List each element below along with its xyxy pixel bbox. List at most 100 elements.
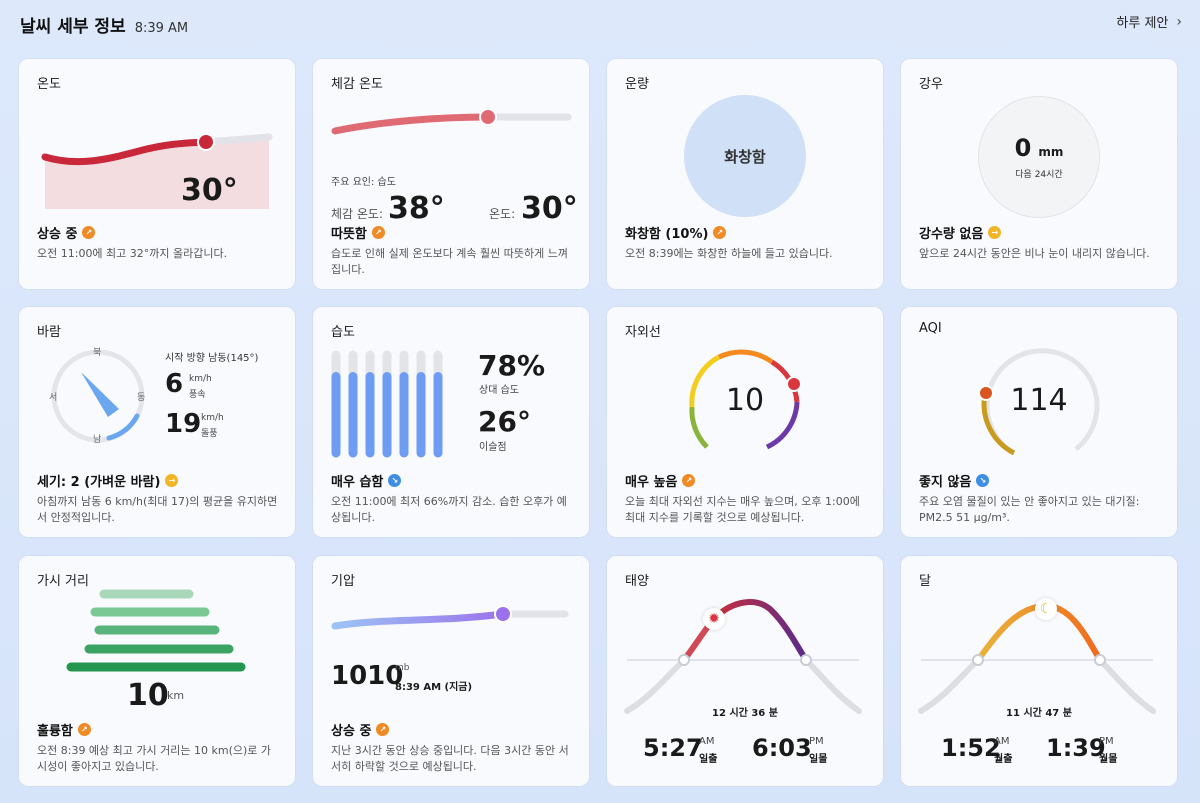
compass-speed-arc <box>106 413 140 441</box>
wind-direction-arrow <box>81 372 119 417</box>
cloud-cover-circle: 화창함 <box>684 95 806 217</box>
pressure-trend-chart <box>331 605 569 630</box>
card-summary: 따뜻함 ↗ 습도로 인해 실제 온도보다 계속 훨씬 따뜻하게 느껴집니다. <box>331 223 575 278</box>
moonrise-ampm: AM <box>994 736 1010 747</box>
moon-duration: 11 시간 47 분 <box>1006 708 1072 719</box>
trend-up-icon: ↗ <box>682 474 696 487</box>
status-description: 앞으로 24시간 동안은 비나 눈이 내리지 않습니다. <box>919 247 1150 260</box>
compass-west: 서 <box>49 393 58 403</box>
daily-suggestion-link[interactable]: 하루 제안 › <box>1116 12 1182 32</box>
card-title: 온도 <box>37 77 61 92</box>
uv-gauge <box>689 349 802 450</box>
sun-card[interactable]: 태양 ✹ 12 시간 36 분 5:27 AM 일출 6:03 PM 일몰 <box>607 556 883 786</box>
sunset-time: 6:03 <box>752 734 812 762</box>
wind-speed-label: 풍속 <box>189 390 206 400</box>
cloud-cover-card[interactable]: 운량 화창함 화창함 (10%) ↗ 오전 8:39에는 화창한 하늘에 들고 있… <box>607 59 883 289</box>
card-title: 운량 <box>625 77 649 92</box>
compass-east: 동 <box>137 393 146 403</box>
sun-path-night-left <box>624 657 687 714</box>
moonrise-label: 월출 <box>994 754 1013 765</box>
card-title: 습도 <box>331 325 355 340</box>
relative-humidity-label: 상대 습도 <box>479 385 519 396</box>
dew-point-value: 26° <box>478 405 531 438</box>
feels-like-past-line <box>331 113 492 135</box>
aqi-card[interactable]: AQI 114 좋지 않음 ↘ 주요 오염 물질이 있는 안 좋아지고 있는 대기… <box>901 307 1177 537</box>
trend-up-icon: ↗ <box>376 723 390 736</box>
status-description: 오전 11:00에 최저 66%까지 감소. 습한 오후가 예상됩니다. <box>331 495 567 524</box>
temperature-trend-area <box>45 137 269 209</box>
sun-path-chart <box>624 599 862 714</box>
status-description: 습도로 인해 실제 온도보다 계속 훨씬 따뜻하게 느껴집니다. <box>331 247 568 276</box>
humidity-card[interactable]: 습도 78% 상대 습도 26° 이슬점 매우 습함 ↘ 오전 11:00에 최저… <box>313 307 589 537</box>
wind-card[interactable]: 바람 북 동 남 서 시작 방향 남동(145°) 6 km/h 풍속 19 k… <box>19 307 295 537</box>
precipitation-unit: mm <box>1038 145 1064 159</box>
card-summary: 좋지 않음 ↘ 주요 오염 물질이 있는 안 좋아지고 있는 대기질: PM2.5… <box>919 471 1163 526</box>
feels-like-value: 38° <box>388 191 445 226</box>
sun-icon: ✹ <box>703 608 725 630</box>
temperature-trend-chart <box>41 133 273 209</box>
status-text: 매우 높음 <box>625 475 678 490</box>
moon-card[interactable]: 달 ☾ 11 시간 47 분 1:52 AM 월출 1:39 PM 월몰 <box>901 556 1177 786</box>
trend-flat-icon: → <box>165 474 179 487</box>
card-summary: 매우 습함 ↘ 오전 11:00에 최저 66%까지 감소. 습한 오후가 예상됩… <box>331 471 575 526</box>
moon-path-left <box>918 657 981 714</box>
card-summary: 화창함 (10%) ↗ 오전 8:39에는 화창한 하늘에 들고 있습니다. <box>625 223 869 262</box>
trend-up-icon: ↗ <box>713 226 727 239</box>
card-summary: 상승 중 ↗ 지난 3시간 동안 상승 중입니다. 다음 3시간 동안 서서히 하… <box>331 720 575 775</box>
sunset-ampm: PM <box>809 736 824 747</box>
moonset-marker <box>1094 654 1106 666</box>
status-description: 오전 11:00에 최고 32°까지 올라갑니다. <box>37 247 228 260</box>
aqi-gauge <box>978 348 1100 456</box>
sun-path-day <box>712 599 809 662</box>
moonset-time: 1:39 <box>1046 734 1106 762</box>
trend-up-icon: ↗ <box>371 226 385 239</box>
compass-ring <box>51 349 145 443</box>
feels-like-trend-chart <box>331 108 572 135</box>
card-summary: 매우 높음 ↗ 오늘 최대 자외선 지수는 매우 높으며, 오후 1:00에 최대… <box>625 471 869 526</box>
wind-speed-unit: km/h <box>189 374 212 384</box>
main-factor-label: 주요 요인: 습도 <box>331 177 396 188</box>
status-text: 매우 습함 <box>331 475 384 490</box>
moon-path-right <box>1097 657 1156 714</box>
aqi-arc-level <box>981 393 1016 456</box>
trend-flat-icon: → <box>988 226 1002 239</box>
moonrise-marker <box>972 654 984 666</box>
uv-arc-orange <box>717 349 774 365</box>
pressure-card[interactable]: 기압 1010 mb 8:39 AM (지금) 상승 중 ↗ 지난 3시간 동안 … <box>313 556 589 786</box>
trend-up-icon: ↗ <box>77 723 91 736</box>
wind-start-direction: 시작 방향 남동(145°) <box>165 353 259 364</box>
moon-icon: ☾ <box>1035 598 1057 620</box>
status-description: 지난 3시간 동안 상승 중입니다. 다음 3시간 동안 서서히 하락할 것으로… <box>331 744 569 773</box>
sunrise-ampm: AM <box>699 736 715 747</box>
uv-arc-green <box>689 406 709 449</box>
aqi-level-dot <box>978 385 994 401</box>
page-header: 날씨 세부 정보 8:39 AM <box>20 12 188 38</box>
feels-like-card[interactable]: 체감 온도 주요 요인: 습도 체감 온도: 38° 온도: 30° 따뜻함 ↗ … <box>313 59 589 289</box>
card-title: 체감 온도 <box>331 77 383 92</box>
card-title: 달 <box>919 574 931 589</box>
page-title: 날씨 세부 정보 <box>20 17 126 37</box>
pressure-unit: mb <box>395 663 410 673</box>
relative-humidity-value: 78% <box>478 349 546 382</box>
uv-card[interactable]: 자외선 10 매우 높음 ↗ 오늘 최대 자외선 지수는 매우 높으며, 오후 1… <box>607 307 883 537</box>
temperature-card[interactable]: 온도 30° 상승 중 ↗ 오전 11:00에 최고 32°까지 올라갑니다. <box>19 59 295 289</box>
precipitation-circle <box>978 96 1100 218</box>
status-description: 오전 8:39에는 화창한 하늘에 들고 있습니다. <box>625 247 833 260</box>
status-text: 따뜻함 <box>331 227 367 242</box>
compass-north: 북 <box>93 348 102 358</box>
precipitation-card[interactable]: 강우 0 mm 다음 24시간 강수량 없음 → 앞으로 24시간 동안은 비나 … <box>901 59 1177 289</box>
status-text: 화창함 (10%) <box>625 227 709 242</box>
moonset-ampm: PM <box>1099 736 1114 747</box>
status-description: 오늘 최대 자외선 지수는 매우 높으며, 오후 1:00에 최대 지수를 기록… <box>625 495 860 524</box>
visibility-card[interactable]: 가시 거리 10 km 훌륭함 ↗ 오전 8:39 예상 최고 가시 거리는 10… <box>19 556 295 786</box>
card-title: 바람 <box>37 325 61 340</box>
moonrise-time: 1:52 <box>941 734 1001 762</box>
card-title: 태양 <box>625 574 649 589</box>
temp-value: 30° <box>521 191 578 226</box>
status-text: 좋지 않음 <box>919 475 972 490</box>
compass-south: 남 <box>93 435 102 445</box>
status-description: 주요 오염 물질이 있는 안 좋아지고 있는 대기질: PM2.5 51 μg/… <box>919 495 1140 524</box>
moonset-label: 월몰 <box>1099 754 1118 765</box>
wind-speed-value: 6 <box>165 369 184 399</box>
feels-like-now-dot <box>479 108 497 126</box>
